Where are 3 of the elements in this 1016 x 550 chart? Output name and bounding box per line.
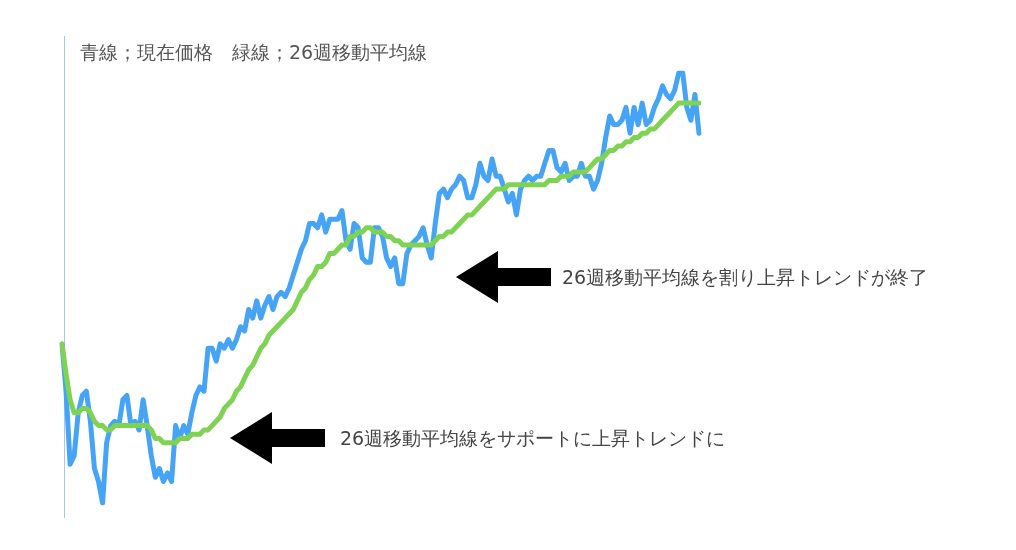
chart-title: 青線；現在価格 緑線；26週移動平均線 bbox=[80, 40, 428, 65]
annotation: 26週移動平均線を割り上昇トレンドが終了 bbox=[562, 265, 929, 290]
annotation: 26週移動平均線をサポートに上昇トレンドに bbox=[340, 426, 726, 451]
